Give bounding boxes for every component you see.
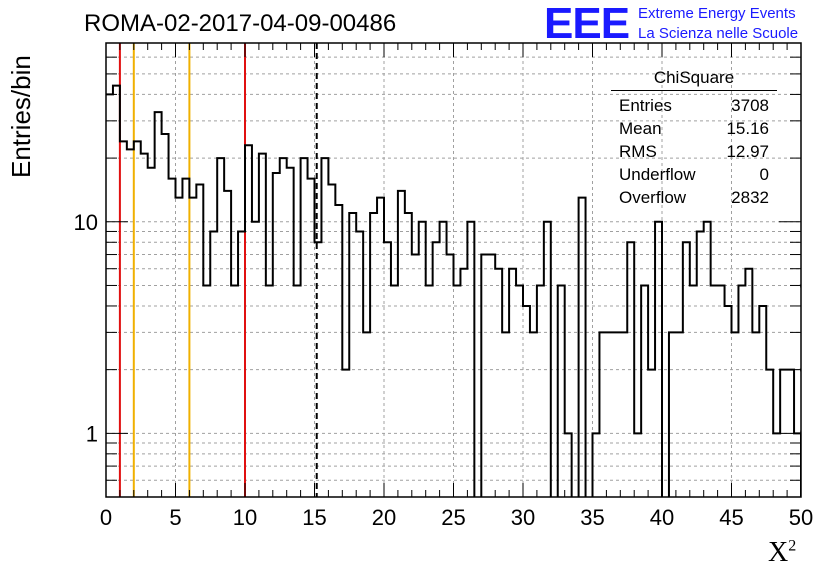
x-tick-label: 0	[100, 505, 112, 530]
x-tick-label: 5	[169, 505, 181, 530]
stats-value: 15.16	[726, 119, 769, 138]
y-tick-label: 1	[86, 421, 98, 446]
stats-label: RMS	[619, 142, 657, 161]
x-tick-label: 35	[580, 505, 604, 530]
stats-value: 0	[759, 165, 769, 184]
x-tick-label: 45	[719, 505, 743, 530]
x-tick-label: 30	[511, 505, 535, 530]
stats-value: 3708	[731, 96, 769, 115]
tick-labels: 0 5 10 15 20 25 30 35 40 45 50 1 10	[74, 210, 814, 530]
stats-title: ChiSquare	[611, 68, 777, 91]
stats-row: Mean 15.16	[611, 117, 777, 140]
stats-value: 12.97	[726, 142, 769, 161]
stats-label: Overflow	[619, 188, 687, 207]
stats-label: Entries	[619, 96, 672, 115]
x-tick-label: 40	[650, 505, 674, 530]
x-tick-label: 20	[372, 505, 396, 530]
stats-value: 2832	[731, 188, 769, 207]
x-axis-label: X2	[768, 537, 797, 568]
reference-lines	[118, 43, 318, 497]
stats-row: Overflow 2832	[611, 186, 777, 209]
y-tick-label: 10	[74, 210, 98, 235]
x-tick-label: 50	[789, 505, 813, 530]
x-tick-label: 15	[302, 505, 326, 530]
stats-row: Underflow 0	[611, 163, 777, 186]
stats-row: Entries 3708	[611, 94, 777, 117]
x-tick-label: 25	[441, 505, 465, 530]
y-axis-label: Entries/bin	[6, 55, 36, 178]
stats-label: Underflow	[619, 165, 696, 184]
grid-lines	[106, 43, 801, 497]
axis-ticks	[105, 43, 802, 497]
logo-line-2: La Scienza nelle Scuole	[638, 25, 799, 42]
logo-line-1: Extreme Energy Events	[638, 5, 796, 22]
logo-mark: EEE	[544, 0, 630, 48]
stats-box: ChiSquare Entries 3708 Mean 15.16 RMS 12.97…	[611, 68, 777, 209]
eee-logo: EEE Extreme Energy Events La Scienza nel…	[544, 0, 798, 48]
chart-title: ROMA-02-2017-04-09-00486	[84, 10, 397, 37]
histogram-bars	[106, 84, 801, 497]
stats-label: Mean	[619, 119, 662, 138]
logo-text: Extreme Energy Events La Scienza nelle S…	[638, 4, 798, 44]
histogram-outline	[106, 84, 801, 497]
stats-row: RMS 12.97	[611, 140, 777, 163]
x-tick-label: 10	[233, 505, 257, 530]
